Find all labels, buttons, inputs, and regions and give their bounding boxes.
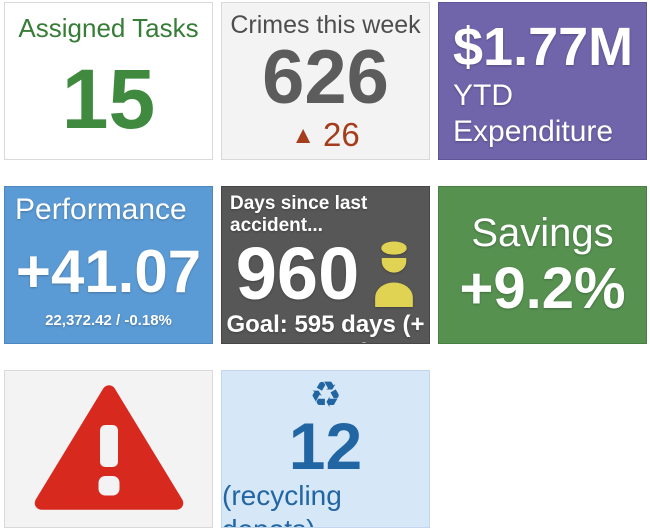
kpi-grid: Assigned Tasks 15 Crimes this week 626 ▲… [4, 2, 647, 528]
kpi-card-accident: Days since last accident... 960 Goal: 59… [221, 186, 430, 344]
assigned-tasks-title: Assigned Tasks [18, 13, 199, 43]
performance-title: Performance [15, 193, 187, 226]
kpi-card-expenditure: $1.77M YTD Expenditure [438, 2, 647, 160]
performance-detail: 22,372.42 / -0.18% [45, 312, 172, 329]
kpi-card-savings: Savings +9.2% [438, 186, 647, 344]
crimes-delta-value: 26 [323, 116, 360, 153]
up-triangle-icon: ▲ [291, 122, 316, 149]
expenditure-value: $1.77M [453, 17, 634, 78]
kpi-card-performance: Performance +41.07 22,372.42 / -0.18% [4, 186, 213, 344]
kpi-card-assigned-tasks: Assigned Tasks 15 [4, 2, 213, 160]
empty-cell [438, 370, 647, 528]
performance-value: +41.07 [15, 237, 202, 305]
recycling-label: (recycling depots) [222, 480, 342, 527]
accident-goal: Goal: 595 days (+ 161.3%) [226, 311, 425, 343]
accident-value: 960 [235, 232, 360, 315]
kpi-card-warning [4, 370, 213, 528]
crimes-title: Crimes this week [230, 11, 421, 39]
kpi-card-recycling: ♻ 12 (recycling depots) [221, 370, 430, 528]
savings-title: Savings [471, 211, 614, 256]
recycle-icon: ♻ [309, 374, 342, 415]
crimes-value: 626 [262, 35, 389, 120]
accident-title: Days since last accident... [230, 193, 368, 236]
expenditure-label: YTD Expenditure [453, 78, 614, 148]
crimes-delta: ▲ 26 [222, 116, 429, 154]
accident-value-row: 960 [222, 237, 429, 311]
kpi-card-crimes: Crimes this week 626 ▲ 26 [221, 2, 430, 160]
assigned-tasks-value: 15 [61, 51, 156, 146]
warning-triangle-icon [34, 383, 184, 515]
savings-value: +9.2% [459, 256, 626, 322]
worker-icon [373, 241, 415, 307]
recycling-value: 12 [288, 409, 363, 483]
